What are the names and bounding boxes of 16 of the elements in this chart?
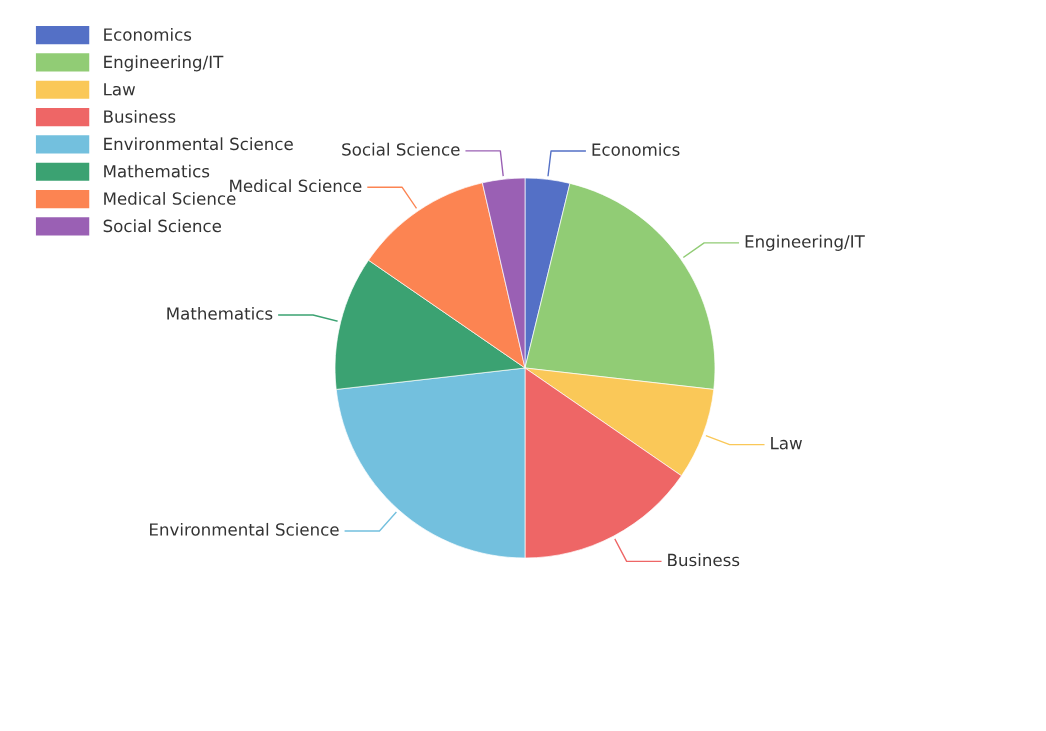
- legend-label: Engineering/IT: [104, 55, 224, 72]
- legend-label: Mathematics: [104, 164, 210, 178]
- slice-label: Medical Science: [230, 179, 362, 193]
- legend-label: Law: [104, 83, 136, 96]
- legend-label: Business: [104, 109, 176, 123]
- slice-label: Economics: [592, 142, 680, 156]
- legend-label: Medical Science: [104, 191, 236, 205]
- slice-label: Business: [668, 553, 740, 567]
- slice-label: Environmental Science: [150, 522, 339, 536]
- legend-label: Environmental Science: [104, 137, 293, 151]
- legend-label: Social Science: [103, 219, 222, 233]
- slice-label: Law: [771, 437, 802, 450]
- slice-label: Mathematics: [167, 306, 273, 320]
- legend-label: Economics: [104, 27, 192, 41]
- slice-label: Social Science: [342, 142, 460, 156]
- slice-label: Engineering/IT: [745, 234, 865, 251]
